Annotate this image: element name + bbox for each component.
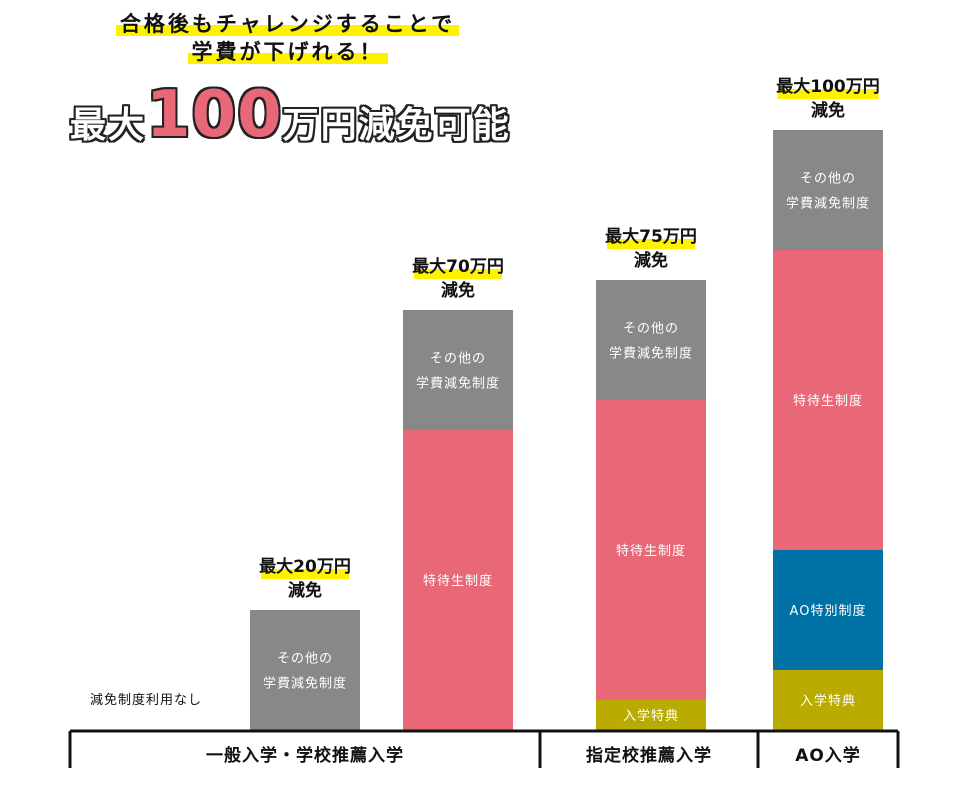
bar-3-segment-2 bbox=[596, 400, 706, 700]
headline-line-1: 合格後もチャレンジすることで bbox=[0, 10, 575, 38]
bar-2-total-label: 最大70万円 bbox=[412, 256, 504, 277]
bar-1-total-highlight bbox=[261, 569, 349, 579]
bar-3-total-label: 最大75万円 bbox=[605, 226, 697, 247]
bar-2-segment-2-label: その他の bbox=[430, 352, 486, 367]
max-discount-title: 最大100万円減免可能 bbox=[70, 82, 511, 148]
category-label-3: AO入学 bbox=[795, 745, 861, 766]
bar-4-segment-3-label: 特待生制度 bbox=[793, 393, 863, 409]
bar-4-segment-3 bbox=[773, 250, 883, 550]
bar-1-segment-1-label: その他の bbox=[277, 652, 333, 667]
bar-4-segment-2 bbox=[773, 550, 883, 670]
bar-2-segment-1-label: 特待生制度 bbox=[423, 573, 493, 589]
headline-line-2-text: 学費が下げれる！ bbox=[187, 40, 388, 64]
category-label-2: 指定校推薦入学 bbox=[586, 745, 712, 766]
bar-4-total-highlight bbox=[777, 89, 879, 99]
bar-2-segment-2 bbox=[403, 310, 513, 430]
bar-1-segment-1-label: 学費減免制度 bbox=[263, 676, 347, 692]
headline-line-2: 学費が下げれる！ bbox=[0, 38, 575, 66]
no-discount-label: 減免制度利用なし bbox=[90, 692, 202, 708]
bar-1-total-label: 減免 bbox=[288, 580, 322, 601]
bar-3-segment-3 bbox=[596, 280, 706, 400]
bar-1-segment-1 bbox=[250, 610, 360, 730]
bar-4-segment-4 bbox=[773, 130, 883, 250]
bar-4-segment-1-label: 入学特典 bbox=[800, 693, 856, 709]
max-discount-prefix: 最大 bbox=[70, 105, 147, 146]
bar-1-total-label: 最大20万円 bbox=[259, 556, 351, 577]
bar-2-segment-2-label: 学費減免制度 bbox=[416, 376, 500, 392]
bar-3-segment-2-label: 特待生制度 bbox=[616, 543, 686, 559]
bar-3-segment-1-label: 入学特典 bbox=[623, 708, 679, 724]
bar-4-segment-2-label: AO特別制度 bbox=[790, 603, 867, 619]
bar-3-segment-3-label: 学費減免制度 bbox=[609, 346, 693, 362]
bar-4-segment-4-label: その他の bbox=[800, 172, 856, 187]
bar-3-total-highlight bbox=[607, 239, 695, 249]
max-discount-suffix: 万円減免可能 bbox=[282, 105, 511, 146]
max-discount-number: 100 bbox=[146, 78, 283, 152]
bar-2-total-label: 減免 bbox=[441, 280, 475, 301]
bar-3-segment-1 bbox=[596, 700, 706, 730]
bar-4-total-label: 最大100万円 bbox=[776, 76, 880, 97]
bar-4-total-label: 減免 bbox=[811, 100, 845, 121]
bar-4-segment-1 bbox=[773, 670, 883, 730]
bar-3-total-label: 減免 bbox=[634, 250, 668, 271]
bar-4-segment-4-label: 学費減免制度 bbox=[786, 196, 870, 212]
headline-line-1-text: 合格後もチャレンジすることで bbox=[115, 12, 460, 36]
bar-3-segment-3-label: その他の bbox=[623, 322, 679, 337]
category-label-1: 一般入学・学校推薦入学 bbox=[206, 745, 404, 766]
bar-2-segment-1 bbox=[403, 430, 513, 730]
bar-2-total-highlight bbox=[414, 269, 502, 279]
